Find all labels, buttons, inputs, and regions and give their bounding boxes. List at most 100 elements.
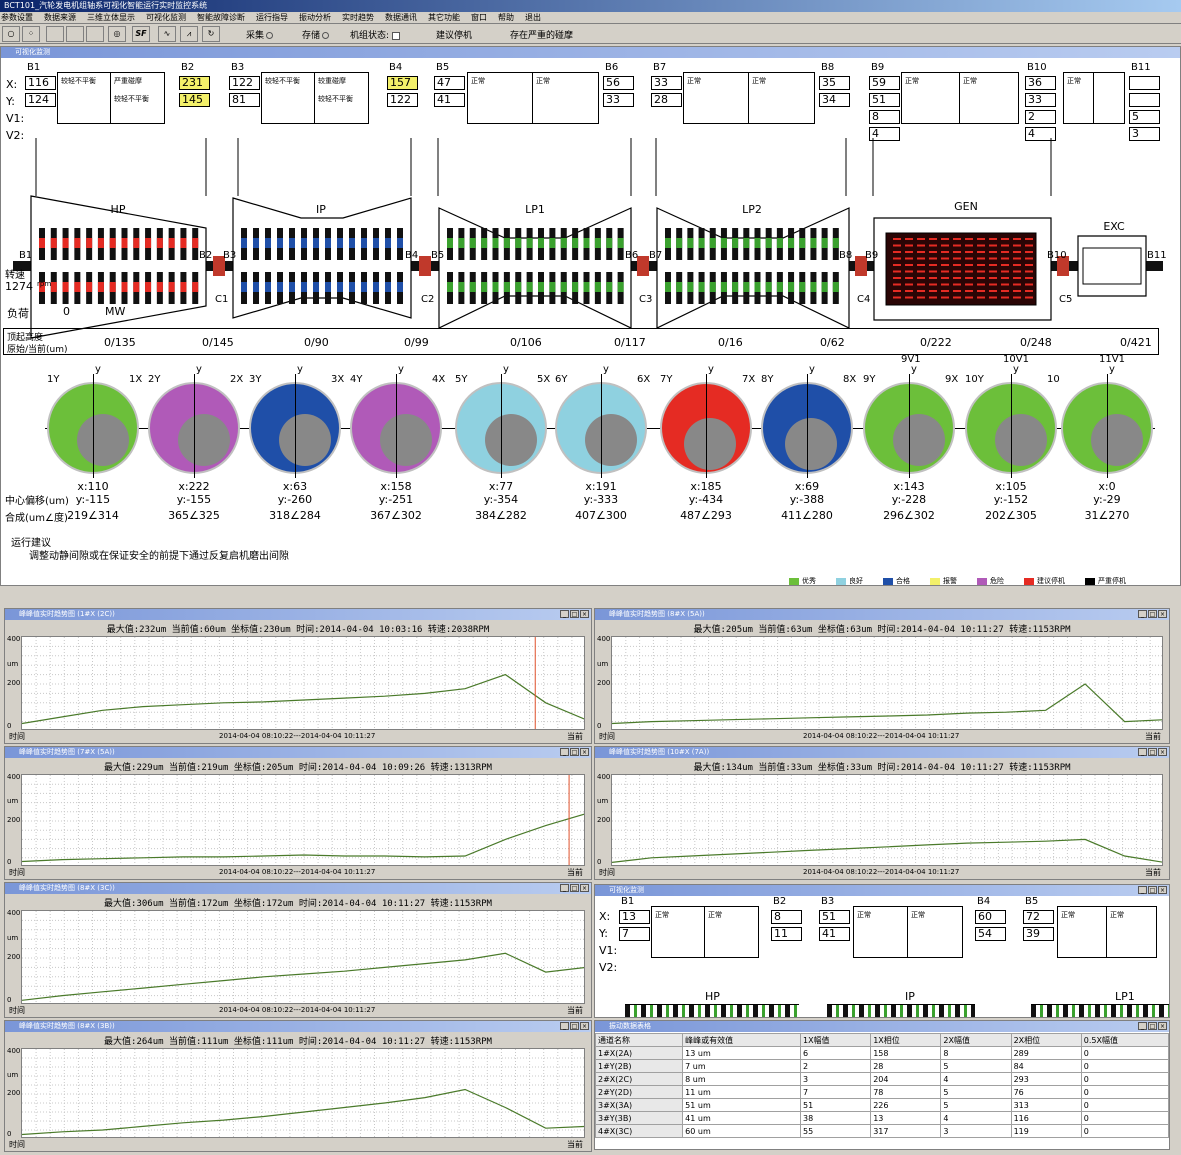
gen-coil [929,257,937,260]
minimize-icon[interactable]: _ [560,1022,569,1030]
close-icon[interactable]: × [580,610,589,618]
maximize-icon[interactable]: □ [570,748,579,756]
menu-item-2[interactable]: 三维立体显示 [87,13,135,22]
circle-tool-icon[interactable]: ○ [2,26,20,42]
unit-state-checkbox[interactable] [392,31,401,40]
menu-item-12[interactable]: 退出 [525,13,541,22]
minimize-icon[interactable]: _ [1138,748,1147,756]
y-axis-line-0 [93,374,94,478]
table-row[interactable]: 1#X(2A) 13 um 6 158 8 289 0 [595,1046,1169,1060]
gen-coil [1001,290,1009,292]
menu-item-10[interactable]: 窗口 [471,13,487,22]
y-axis-line-4 [501,374,502,478]
table-header-3[interactable]: 1X相位 [870,1033,942,1047]
table-header-row: 通道名称 峰峰或有效值 1X幅值 1X相位 2X幅值 2X相位 0.5X幅值 [595,1033,1169,1047]
row-label-1: Y: [6,95,15,108]
offset-x-3: x:158 [380,480,412,493]
sf-tool-button[interactable]: SF [132,26,150,42]
blade-mark [481,238,488,248]
menu-item-4[interactable]: 智能故障诊断 [197,13,245,22]
menu-item-6[interactable]: 振动分析 [299,13,331,22]
close-icon[interactable]: × [1158,748,1167,756]
spectrum-tool-icon[interactable]: ∿ [158,26,176,42]
menu-item-9[interactable]: 其它功能 [428,13,460,22]
blade-mark [361,238,367,248]
axis-y-label-5: y [603,364,609,375]
table-row[interactable]: 2#X(2C) 8 um 3 204 4 293 0 [595,1072,1169,1086]
bearing-x-value-B4: 157 [387,76,418,90]
table-header-0[interactable]: 通道名称 [595,1033,684,1047]
table-header-1[interactable]: 峰峰或有效值 [682,1033,801,1047]
table-row[interactable]: 4#X(3C) 60 um 55 317 3 119 0 [595,1124,1169,1138]
table-cell-1-1: 7 um [682,1059,801,1073]
collect-radio-icon[interactable] [266,32,274,39]
menu-item-1[interactable]: 数据来源 [44,13,76,22]
x-end-label-2: 当前 [567,868,583,877]
table-row[interactable]: 2#Y(2D) 11 um 7 78 5 76 0 [595,1085,1169,1099]
table-header-4[interactable]: 2X幅值 [940,1033,1012,1047]
blade-mark [469,238,476,248]
load-value: 0 [63,305,70,318]
table-cell-1-0: 1#Y(2B) [595,1059,684,1073]
menu-item-0[interactable]: 参数设置 [1,13,33,22]
maximize-icon[interactable]: □ [1148,610,1157,618]
table-row[interactable]: 1#Y(2B) 7 um 2 28 5 84 0 [595,1059,1169,1073]
gen-coil [1001,244,1009,247]
minimize-icon[interactable]: _ [1138,1022,1147,1030]
close-icon[interactable]: × [580,884,589,892]
trend-tool-icon[interactable]: ⩘ [180,26,198,42]
minimize-icon[interactable]: _ [1138,610,1147,618]
offset-y-2: y:-260 [277,493,313,506]
offset-label-2: 合成(um∠度) [5,513,68,524]
menu-item-8[interactable]: 数据通讯 [385,13,417,22]
blade-mark [492,282,499,292]
dots-tool-icon[interactable]: ⁘ [22,26,40,42]
rotor-bearing-label-B5: B5 [431,250,444,261]
store-radio-icon[interactable] [322,32,330,39]
minimize-icon[interactable]: _ [560,748,569,756]
close-icon[interactable]: × [1158,1022,1167,1030]
minimize-icon[interactable]: _ [560,884,569,892]
menu-item-7[interactable]: 实时趋势 [342,13,374,22]
store-toggle[interactable]: 存储 [302,28,330,41]
blade-mark [301,282,307,292]
y-tick-mid-1: 200 [597,679,611,687]
table-title-bar: 振动数据表格 _ □ × [595,1021,1169,1032]
maximize-icon[interactable]: □ [1148,1022,1157,1030]
blank-tool-button[interactable] [46,26,64,42]
maximize-icon[interactable]: □ [1148,748,1157,756]
close-icon[interactable]: × [580,748,589,756]
gen-coil [929,283,937,286]
y-unit-1: um [597,659,609,668]
refresh-tool-icon[interactable]: ↻ [202,26,220,42]
menu-item-11[interactable]: 帮助 [498,13,514,22]
maximize-icon[interactable]: □ [570,1022,579,1030]
gen-coil [965,238,973,240]
close-icon[interactable]: × [580,1022,589,1030]
maximize-icon[interactable]: □ [570,884,579,892]
blank-tool-button-3[interactable] [86,26,104,42]
close-icon[interactable]: × [1158,886,1167,894]
collect-toggle[interactable]: 采集 [246,28,274,41]
blank-tool-button-2[interactable] [66,26,84,42]
close-icon[interactable]: × [1158,610,1167,618]
maximize-icon[interactable]: □ [570,610,579,618]
blade-mark [373,238,379,248]
gen-coil [893,238,901,240]
table-row[interactable]: 3#X(3A) 51 um 51 226 5 313 0 [595,1098,1169,1112]
table-row[interactable]: 3#Y(3B) 41 um 38 13 4 116 0 [595,1111,1169,1125]
bearing-v2-value-B9: 4 [869,127,900,141]
table-header-5[interactable]: 2X相位 [1010,1033,1082,1047]
trend-window-buttons-3: _ □ × [1138,748,1167,756]
maximize-icon[interactable]: □ [1148,886,1157,894]
table-header-2[interactable]: 1X幅值 [799,1033,872,1047]
minimize-icon[interactable]: _ [560,610,569,618]
orbit-inner-1 [178,414,230,466]
menu-item-3[interactable]: 可视化监测 [146,13,186,22]
orbit-tool-icon[interactable]: ◎ [108,26,126,42]
minimize-icon[interactable]: _ [1138,886,1147,894]
table-header-6[interactable]: 0.5X幅值 [1080,1033,1169,1047]
rotor-bearing-label-B4: B4 [405,250,418,261]
menu-item-5[interactable]: 运行指导 [256,13,288,22]
blade-mark [788,238,795,248]
